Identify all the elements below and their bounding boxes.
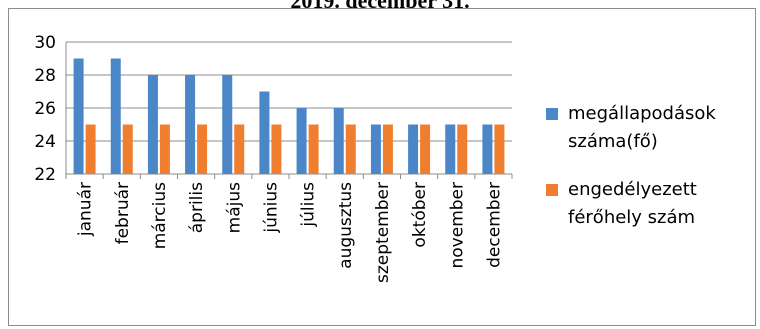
legend-item-agreements: megállapodások száma(fő) [546,100,746,156]
x-category-label: február [113,182,133,244]
x-category-label: március [150,182,170,249]
bar-agreements [482,124,493,174]
x-category-label: augusztus [336,182,356,269]
x-category-label: július [299,182,319,228]
bar-capacity [234,124,245,174]
y-tick-label: 24 [34,132,56,152]
bar-capacity [457,124,468,174]
bar-capacity [494,124,505,174]
x-category-label: április [187,182,207,233]
bar-agreements [445,124,456,174]
bar-capacity [85,124,96,174]
x-category-label: szeptember [373,182,393,283]
legend-label-capacity-line1: engedélyezett [568,179,697,200]
legend-item-capacity: engedélyezett férőhely szám [546,176,746,232]
bar-capacity [382,124,393,174]
bar-agreements [408,124,419,174]
x-category-label: május [224,182,244,233]
legend-label-agreements-line1: megállapodások [568,103,716,124]
legend-label-capacity-line2: férőhely szám [568,207,696,228]
bar-agreements [222,75,233,174]
x-category-label: november [447,182,467,269]
legend-swatch-capacity [546,184,558,196]
legend: megállapodások száma(fő) engedélyezett f… [546,100,746,252]
bar-agreements [73,58,84,174]
bar-agreements [259,91,270,174]
x-category-label: június [261,182,281,234]
bar-capacity [159,124,170,174]
bar-agreements [110,58,121,174]
bar-agreements [296,108,307,174]
bar-capacity [420,124,431,174]
x-category-label: október [410,182,430,248]
bar-capacity [197,124,208,174]
bar-agreements [370,124,381,174]
y-tick-label: 30 [34,33,56,53]
x-category-label: január [76,182,96,237]
bar-capacity [308,124,319,174]
bar-capacity [122,124,133,174]
y-tick-label: 26 [34,99,56,119]
y-tick-label: 28 [34,66,56,86]
bar-agreements [147,75,158,174]
bar-capacity [271,124,282,174]
bar-agreements [185,75,196,174]
y-tick-label: 22 [34,165,56,185]
legend-label-agreements-line2: száma(fő) [568,131,658,152]
legend-swatch-agreements [546,108,558,120]
bar-agreements [333,108,344,174]
bar-capacity [345,124,356,174]
x-category-label: december [484,182,504,268]
